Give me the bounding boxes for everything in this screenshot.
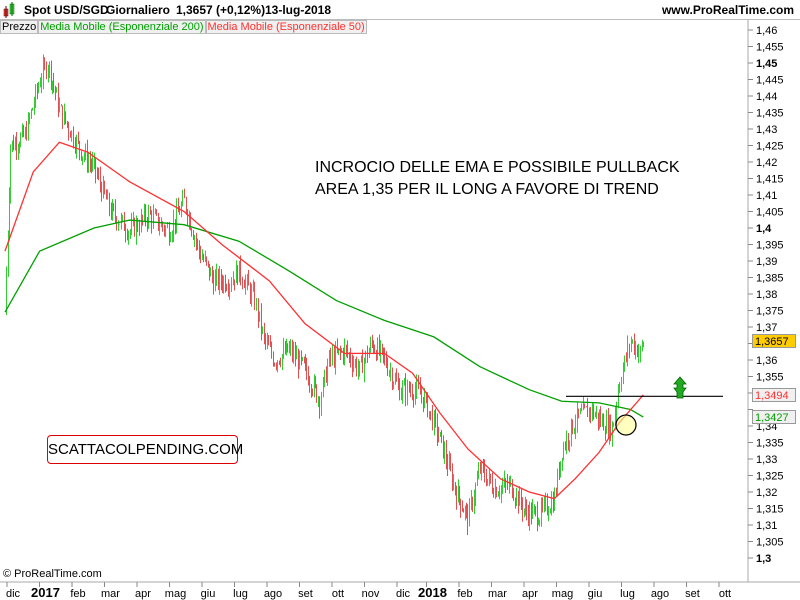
y-tick-label: 1,335: [756, 438, 784, 450]
y-tick-label: 1,435: [756, 108, 784, 120]
y-tick-label: 1,355: [756, 372, 784, 384]
last-price: 1,3657 (+0,12%): [176, 3, 266, 17]
y-tick-label: 1,44: [756, 91, 777, 103]
x-tick-label: giu: [588, 588, 603, 600]
ema200-price-label: 1,3427: [752, 410, 796, 425]
annotation-line-1: INCROCIO DELLE EMA E POSSIBILE PULLBACK: [315, 159, 680, 176]
y-tick-label: 1,46: [756, 25, 777, 37]
y-tick-label: 1,405: [756, 207, 784, 219]
y-tick-label: 1,315: [756, 504, 784, 516]
x-tick-label: lug: [233, 588, 248, 600]
crossover-circle: [615, 414, 637, 436]
x-tick-label: dic: [6, 588, 21, 600]
x-tick-label: feb: [70, 588, 85, 600]
up-arrow-icon: [673, 376, 687, 399]
y-tick-label: 1,31: [756, 520, 777, 532]
y-tick-label: 1,385: [756, 273, 784, 285]
x-tick-label: nov: [362, 588, 380, 600]
x-tick-label: apr: [135, 588, 151, 600]
x-tick-label: mar: [101, 588, 120, 600]
y-tick-label: 1,42: [756, 157, 777, 169]
x-tick-label: 2017: [31, 585, 60, 600]
x-tick-label: 2018: [418, 585, 447, 600]
y-tick-label: 1,39: [756, 256, 777, 268]
y-tick-label: 1,305: [756, 537, 784, 549]
legend-price[interactable]: Prezzo: [0, 20, 39, 34]
chart-annotation: INCROCIO DELLE EMA E POSSIBILE PULLBACK A…: [315, 157, 680, 201]
y-tick-label: 1,325: [756, 471, 784, 483]
x-tick-label: mag: [165, 588, 186, 600]
y-tick-label: 1,38: [756, 289, 777, 301]
y-tick-label: 1,37: [756, 322, 777, 334]
x-tick-label: ago: [651, 588, 669, 600]
x-tick-label: ott: [719, 588, 731, 600]
ema200-line: [4, 219, 644, 418]
y-tick-label: 1,3: [756, 553, 771, 565]
x-tick-label: feb: [457, 588, 472, 600]
legend-ema200[interactable]: Media Mobile (Esponenziale 200): [38, 20, 206, 34]
x-tick-label: lug: [620, 588, 635, 600]
annotation-line-2: AREA 1,35 PER IL LONG A FAVORE DI TREND: [315, 181, 659, 198]
title-bar: Spot USD/SGD Giornaliero 1,3657 (+0,12%)…: [0, 0, 800, 20]
x-tick-label: mar: [488, 588, 507, 600]
x-tick-label: set: [298, 588, 313, 600]
copyright: © ProRealTime.com: [3, 568, 102, 580]
y-tick-label: 1,32: [756, 487, 777, 499]
y-tick-label: 1,395: [756, 240, 784, 252]
site-link[interactable]: www.ProRealTime.com: [661, 3, 794, 17]
ema50-price-label: 1,3494: [752, 387, 796, 402]
x-tick-label: ott: [332, 588, 344, 600]
x-tick-label: giu: [201, 588, 216, 600]
x-tick-label: dic: [396, 588, 411, 600]
y-tick-label: 1,455: [756, 42, 784, 54]
timeframe: Giornaliero: [106, 3, 171, 17]
y-tick-label: 1,36: [756, 355, 777, 367]
y-tick-label: 1,415: [756, 174, 784, 186]
legend-ema50[interactable]: Media Mobile (Esponenziale 50): [205, 20, 367, 34]
y-tick-label: 1,4: [756, 223, 772, 235]
y-tick-label: 1,425: [756, 141, 784, 153]
date: 13-lug-2018: [265, 3, 332, 17]
x-tick-label: apr: [522, 588, 538, 600]
x-tick-label: mag: [552, 588, 573, 600]
legend: Prezzo Media Mobile (Esponenziale 200) M…: [0, 20, 367, 34]
x-tick-label: set: [685, 588, 700, 600]
y-tick-label: 1,375: [756, 306, 784, 318]
x-tick-label: ago: [264, 588, 282, 600]
candlestick-logo-icon: [3, 2, 15, 18]
y-tick-label: 1,33: [756, 454, 777, 466]
y-tick-label: 1,45: [756, 58, 777, 70]
y-tick-label: 1,41: [756, 190, 777, 202]
watermark: SCATTACOLPENDING.COM: [47, 435, 243, 464]
ema50-line: [4, 141, 644, 500]
y-tick-label: 1,43: [756, 124, 777, 136]
symbol: Spot USD/SGD: [24, 3, 109, 17]
y-tick-label: 1,445: [756, 75, 784, 87]
last-price-label: 1,3657: [752, 334, 796, 349]
